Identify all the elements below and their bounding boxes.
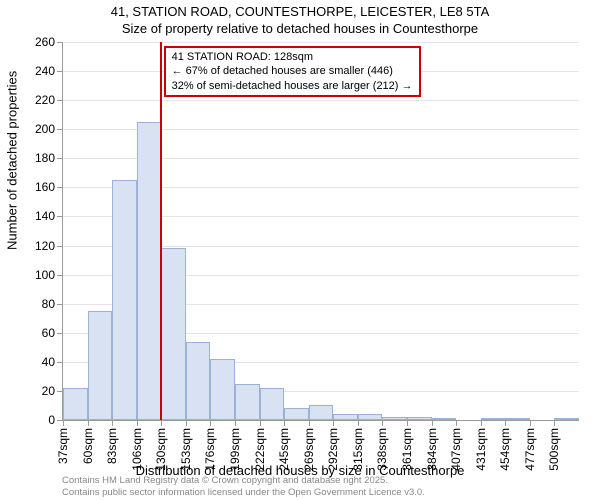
histogram-bar xyxy=(161,248,186,420)
histogram-bar xyxy=(137,122,162,420)
y-tick-label: 80 xyxy=(42,297,63,311)
y-tick-label: 40 xyxy=(42,355,63,369)
histogram-bar xyxy=(88,311,113,420)
histogram-bar xyxy=(112,180,137,420)
footer: Contains HM Land Registry data © Crown c… xyxy=(62,475,425,498)
y-tick-label: 240 xyxy=(35,64,63,78)
gridline xyxy=(63,42,579,43)
annotation-line3: 32% of semi-detached houses are larger (… xyxy=(172,79,413,93)
y-tick-label: 140 xyxy=(35,209,63,223)
histogram-bar xyxy=(186,342,211,421)
x-tick-label: 37sqm xyxy=(56,420,70,464)
y-tick-label: 260 xyxy=(35,35,63,49)
histogram-bar xyxy=(235,384,260,420)
histogram-bar xyxy=(260,388,285,420)
histogram-bar xyxy=(309,405,334,420)
y-tick-label: 220 xyxy=(35,93,63,107)
y-tick-label: 200 xyxy=(35,122,63,136)
gridline xyxy=(63,100,579,101)
histogram-bar xyxy=(284,408,309,420)
plot-area: 02040608010012014016018020022024026037sq… xyxy=(62,42,579,421)
title-line2: Size of property relative to detached ho… xyxy=(0,21,600,38)
y-tick-label: 180 xyxy=(35,151,63,165)
footer-line2: Contains public sector information licen… xyxy=(62,487,425,498)
chart-container: 41, STATION ROAD, COUNTESTHORPE, LEICEST… xyxy=(0,0,600,500)
y-tick-label: 20 xyxy=(42,384,63,398)
y-axis-title: Number of detached properties xyxy=(5,71,20,250)
title-line1: 41, STATION ROAD, COUNTESTHORPE, LEICEST… xyxy=(0,4,600,21)
annotation-line2: ← 67% of detached houses are smaller (44… xyxy=(172,64,413,78)
x-tick-label: 60sqm xyxy=(81,420,95,464)
histogram-bar xyxy=(63,388,88,420)
annotation-box: 41 STATION ROAD: 128sqm← 67% of detached… xyxy=(164,46,421,97)
marker-line xyxy=(160,42,162,420)
annotation-line1: 41 STATION ROAD: 128sqm xyxy=(172,50,413,64)
y-tick-label: 160 xyxy=(35,180,63,194)
x-tick-label: 83sqm xyxy=(105,420,119,464)
histogram-bar xyxy=(210,359,235,420)
y-tick-label: 120 xyxy=(35,239,63,253)
chart-title: 41, STATION ROAD, COUNTESTHORPE, LEICEST… xyxy=(0,4,600,38)
footer-line1: Contains HM Land Registry data © Crown c… xyxy=(62,475,425,486)
y-tick-label: 100 xyxy=(35,268,63,282)
y-tick-label: 60 xyxy=(42,326,63,340)
